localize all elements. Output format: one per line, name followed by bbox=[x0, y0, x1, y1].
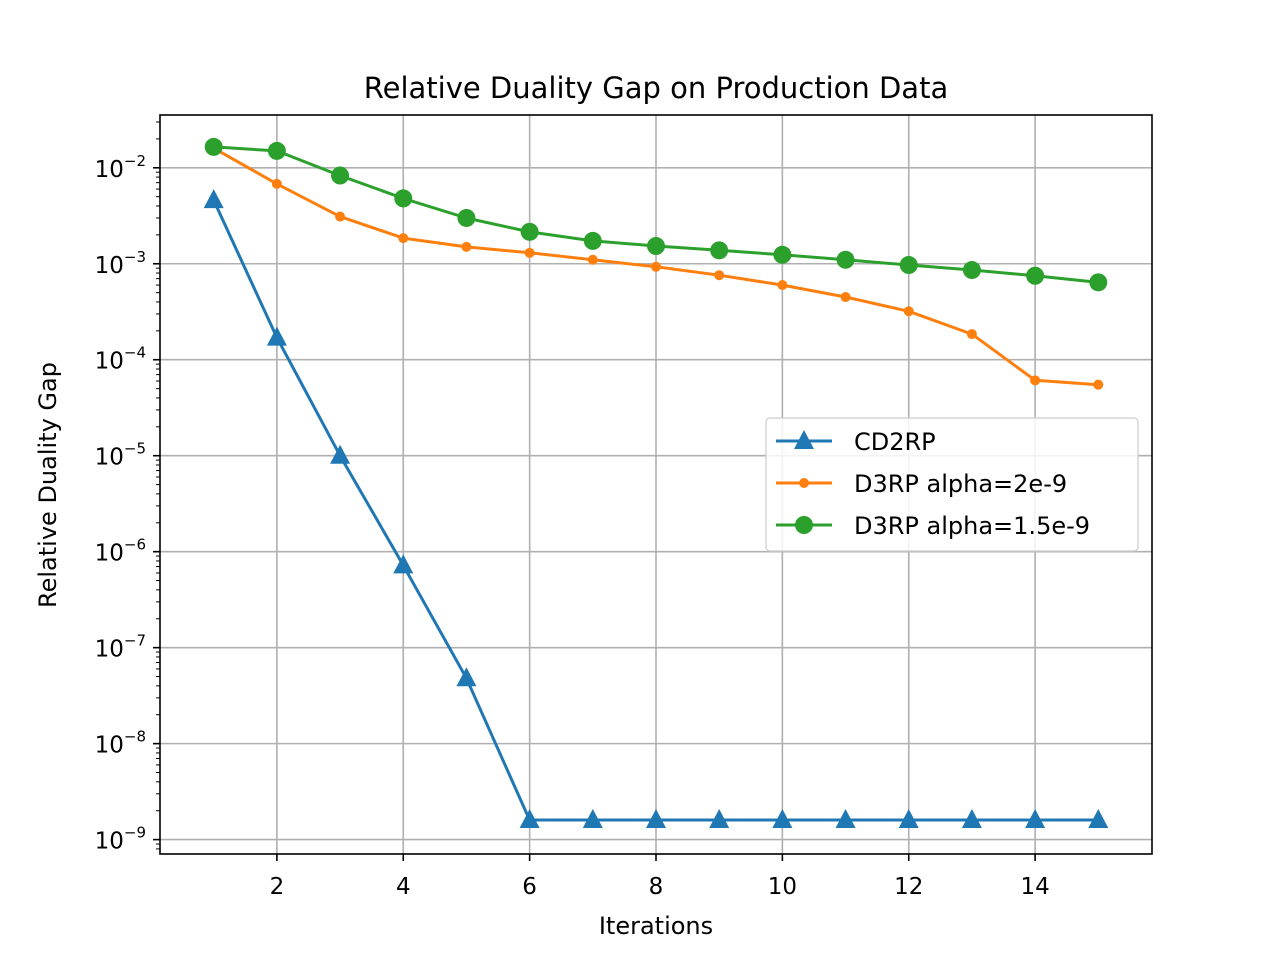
data-point-triangle bbox=[519, 809, 540, 829]
data-point-small-circle bbox=[587, 254, 598, 265]
data-point-triangle bbox=[1025, 809, 1046, 829]
legend: CD2RP D3RP alpha=2e-9 D3RP alpha=1.5e-9 bbox=[765, 417, 1139, 552]
legend-label-cd2rp: CD2RP bbox=[854, 428, 936, 456]
y-tick-label: 10−7 bbox=[95, 632, 146, 663]
legend-label-d3rp-2e-9: D3RP alpha=2e-9 bbox=[854, 470, 1067, 498]
data-point-circle bbox=[583, 231, 602, 250]
y-axis-ticks: 10−2 10−3 10−4 10−5 10−6 10−7 10−8 10−9 bbox=[95, 152, 160, 855]
data-point-small-circle bbox=[1093, 379, 1104, 390]
data-point-small-circle bbox=[1030, 375, 1041, 386]
series-2 bbox=[204, 137, 1108, 292]
data-point-circle bbox=[1089, 273, 1108, 292]
y-tick-label: 10−3 bbox=[95, 248, 146, 279]
legend-marker-circle-icon bbox=[795, 516, 813, 534]
data-point-triangle bbox=[203, 189, 224, 209]
data-point-circle bbox=[457, 208, 476, 227]
data-point-triangle bbox=[1088, 809, 1109, 829]
data-point-triangle bbox=[646, 809, 666, 829]
y-tick-label: 10−9 bbox=[95, 824, 146, 855]
series-0 bbox=[203, 189, 1109, 829]
x-axis-ticks: 2 4 6 8 10 12 14 bbox=[270, 854, 1050, 900]
data-point-circle bbox=[710, 241, 729, 260]
data-point-triangle bbox=[835, 809, 856, 829]
legend-box bbox=[765, 417, 1139, 552]
data-point-small-circle bbox=[966, 329, 977, 340]
data-series bbox=[203, 137, 1109, 829]
x-tick-label: 4 bbox=[396, 874, 411, 900]
x-axis-label: Iterations bbox=[599, 912, 713, 940]
data-point-small-circle bbox=[903, 306, 914, 317]
x-tick-label: 12 bbox=[894, 874, 923, 900]
y-tick-label: 10−6 bbox=[95, 536, 146, 567]
data-point-small-circle bbox=[651, 261, 661, 272]
data-point-small-circle bbox=[714, 270, 725, 281]
data-point-triangle bbox=[393, 554, 414, 574]
chart-title: Relative Duality Gap on Production Data bbox=[364, 71, 948, 105]
data-point-circle bbox=[394, 189, 413, 208]
data-point-circle bbox=[773, 245, 792, 264]
data-point-small-circle bbox=[840, 292, 851, 303]
x-tick-label: 2 bbox=[270, 874, 285, 900]
y-tick-label: 10−5 bbox=[95, 440, 146, 471]
y-axis-label: Relative Duality Gap bbox=[34, 362, 62, 608]
data-point-circle bbox=[962, 261, 981, 280]
data-point-circle bbox=[899, 256, 918, 275]
y-tick-label: 10−8 bbox=[95, 728, 146, 759]
data-point-circle bbox=[647, 237, 665, 256]
x-tick-label: 10 bbox=[768, 874, 797, 900]
data-point-small-circle bbox=[398, 233, 409, 244]
legend-marker-small-circle-icon bbox=[799, 478, 809, 488]
data-point-small-circle bbox=[461, 241, 472, 252]
data-point-circle bbox=[204, 137, 223, 156]
y-tick-label: 10−2 bbox=[95, 152, 146, 183]
data-point-circle bbox=[520, 222, 539, 241]
data-point-small-circle bbox=[777, 280, 788, 291]
data-point-triangle bbox=[330, 444, 351, 464]
data-point-triangle bbox=[582, 809, 603, 829]
data-point-small-circle bbox=[335, 211, 346, 222]
plot-frame bbox=[159, 114, 1153, 855]
data-point-triangle bbox=[961, 809, 982, 829]
data-point-circle bbox=[331, 166, 350, 185]
legend-label-d3rp-1-5e-9: D3RP alpha=1.5e-9 bbox=[854, 512, 1090, 540]
data-point-small-circle bbox=[524, 247, 535, 258]
x-tick-label: 6 bbox=[522, 874, 537, 900]
x-tick-label: 8 bbox=[649, 874, 664, 900]
y-tick-label: 10−4 bbox=[95, 344, 146, 375]
data-point-triangle bbox=[898, 809, 919, 829]
data-point-circle bbox=[1026, 266, 1045, 285]
data-point-circle bbox=[267, 141, 286, 160]
data-point-triangle bbox=[266, 326, 287, 346]
data-point-triangle bbox=[772, 809, 793, 829]
data-point-triangle bbox=[709, 809, 730, 829]
data-point-triangle bbox=[456, 667, 477, 687]
data-point-small-circle bbox=[271, 178, 282, 189]
data-point-circle bbox=[836, 250, 855, 269]
legend-marker-triangle-icon bbox=[794, 430, 814, 449]
x-tick-label: 14 bbox=[1020, 874, 1049, 900]
